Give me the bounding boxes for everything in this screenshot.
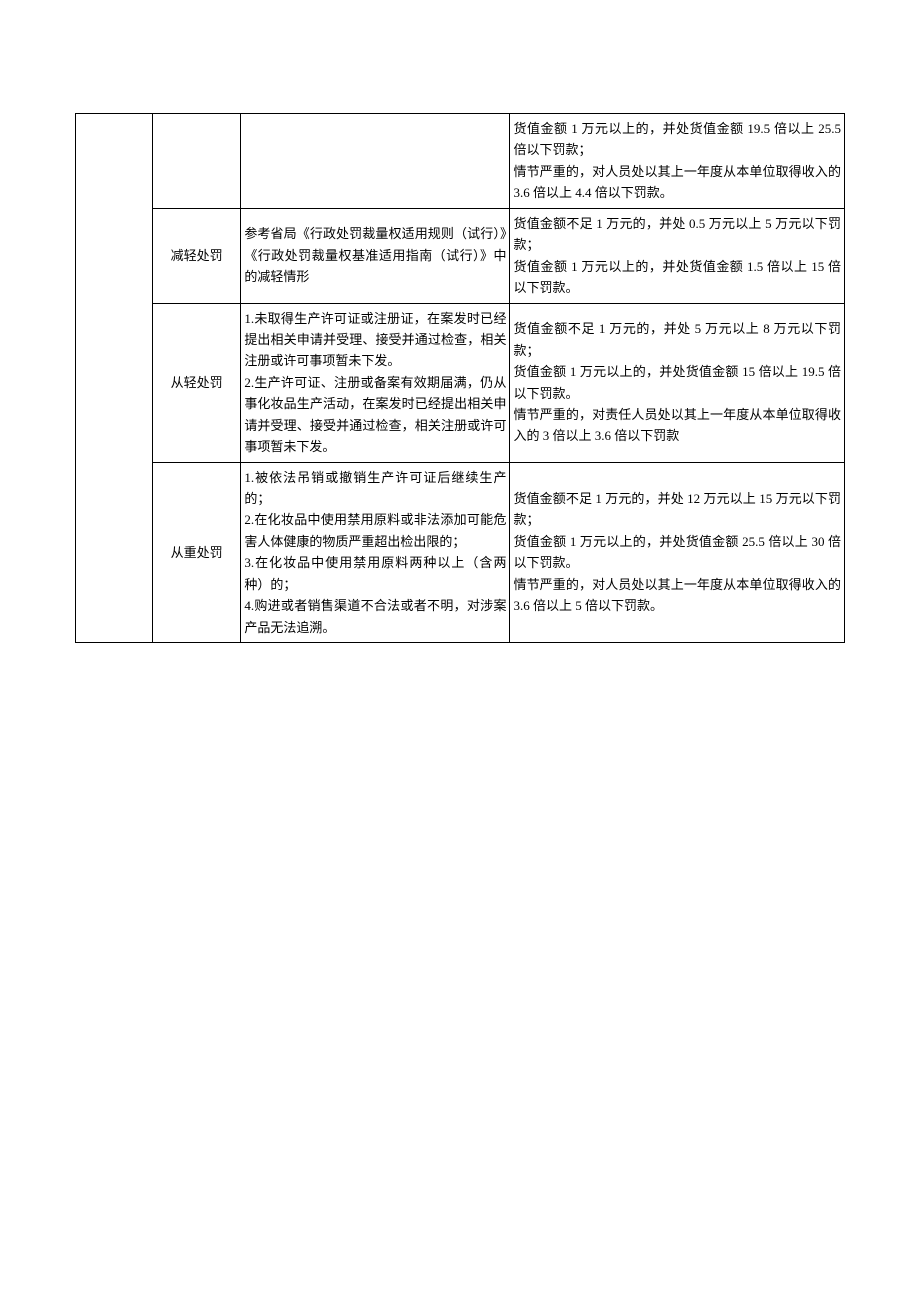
category-cell <box>76 114 153 643</box>
table-row: 从重处罚 1.被依法吊销或撤销生产许可证后继续生产的；2.在化妆品中使用禁用原料… <box>76 462 845 643</box>
penalty-type-cell: 从轻处罚 <box>152 303 240 462</box>
penalty-detail-cell: 货值金额不足 1 万元的，并处 0.5 万元以上 5 万元以下罚款；货值金额 1… <box>510 208 845 303</box>
table-row: 从轻处罚 1.未取得生产许可证或注册证，在案发时已经提出相关申请并受理、接受并通… <box>76 303 845 462</box>
criteria-cell: 1.未取得生产许可证或注册证，在案发时已经提出相关申请并受理、接受并通过检查，相… <box>241 303 510 462</box>
penalty-detail-cell: 货值金额不足 1 万元的，并处 5 万元以上 8 万元以下罚款；货值金额 1 万… <box>510 303 845 462</box>
criteria-cell <box>241 114 510 209</box>
penalty-detail-cell: 货值金额 1 万元以上的，并处货值金额 19.5 倍以上 25.5 倍以下罚款；… <box>510 114 845 209</box>
penalty-criteria-table: 货值金额 1 万元以上的，并处货值金额 19.5 倍以上 25.5 倍以下罚款；… <box>75 113 845 643</box>
criteria-cell: 参考省局《行政处罚裁量权适用规则（试行）》《行政处罚裁量权基准适用指南（试行）》… <box>241 208 510 303</box>
criteria-cell: 1.被依法吊销或撤销生产许可证后继续生产的；2.在化妆品中使用禁用原料或非法添加… <box>241 462 510 643</box>
penalty-type-cell <box>152 114 240 209</box>
penalty-type-cell: 减轻处罚 <box>152 208 240 303</box>
penalty-type-cell: 从重处罚 <box>152 462 240 643</box>
table-row: 货值金额 1 万元以上的，并处货值金额 19.5 倍以上 25.5 倍以下罚款；… <box>76 114 845 209</box>
penalty-detail-cell: 货值金额不足 1 万元的，并处 12 万元以上 15 万元以下罚款；货值金额 1… <box>510 462 845 643</box>
table-row: 减轻处罚 参考省局《行政处罚裁量权适用规则（试行）》《行政处罚裁量权基准适用指南… <box>76 208 845 303</box>
